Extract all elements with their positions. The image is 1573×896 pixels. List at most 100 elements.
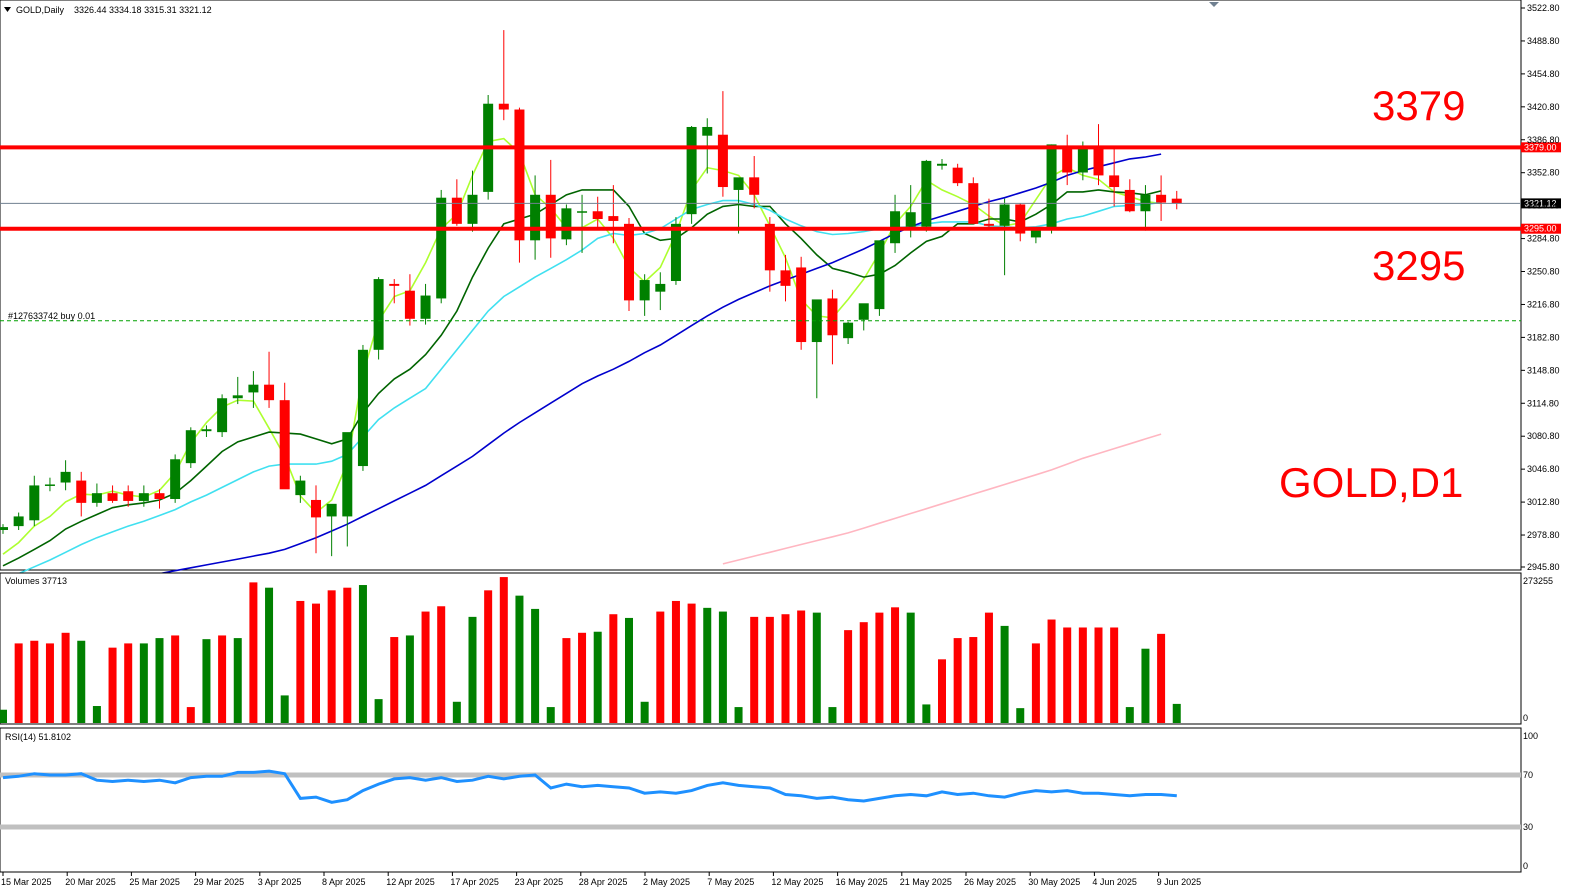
candle-body: [1093, 148, 1104, 176]
volume-bar: [1125, 707, 1134, 723]
volume-bar: [296, 600, 305, 723]
candle-body: [827, 298, 838, 336]
candle-body: [624, 223, 634, 301]
price-tick-label: 2978.80: [1527, 530, 1560, 540]
candle-body: [545, 194, 556, 239]
volume-bar: [61, 632, 70, 723]
candle-body: [843, 322, 854, 339]
candle-body: [342, 432, 353, 517]
volume-bar: [531, 608, 540, 723]
support-annotation: 3295: [1372, 242, 1465, 289]
candle-body: [107, 493, 118, 501]
candle-body: [1046, 144, 1057, 228]
volume-panel[interactable]: [0, 572, 1522, 725]
price-tick-label: 3386.80: [1527, 135, 1560, 145]
candle-body: [91, 493, 102, 503]
rsi-line-group: [2, 769, 1177, 804]
candle-body: [326, 503, 337, 517]
title-triangle-icon: [4, 7, 11, 12]
candle-body: [29, 485, 40, 521]
rsi-panel[interactable]: [0, 727, 1522, 873]
candle-body: [1015, 204, 1026, 234]
candle-body: [874, 240, 885, 310]
volume-bar: [687, 603, 696, 723]
candle-body: [905, 212, 916, 227]
candle-body: [1124, 189, 1135, 212]
volume-bar: [969, 637, 978, 723]
volume-tick-label: 0: [1523, 713, 1528, 723]
volume-bar: [546, 707, 555, 723]
candle-body: [514, 109, 525, 241]
volume-bar: [358, 585, 367, 723]
volume-bar: [374, 699, 383, 723]
candle-body: [702, 126, 713, 136]
candle-body: [389, 283, 400, 286]
volume-bar: [280, 695, 289, 723]
candle-body: [983, 223, 994, 226]
candle-body: [937, 163, 947, 166]
volume-axis: 273255 0: [1523, 576, 1553, 723]
volume-bar: [625, 617, 633, 723]
volume-bar: [953, 638, 962, 723]
volume-bar: [390, 637, 399, 723]
candle-body: [1156, 194, 1167, 203]
candle-body: [170, 459, 181, 499]
candle-body: [1077, 148, 1088, 173]
volume-bar: [1172, 703, 1181, 723]
volume-bar: [343, 587, 352, 723]
candle-body: [1062, 146, 1073, 173]
time-tick-label: 12 Apr 2025: [386, 877, 435, 887]
candle-body: [952, 167, 963, 184]
volume-bar: [452, 701, 461, 723]
price-tick-label: 3420.80: [1527, 102, 1560, 112]
rsi-line: [2, 769, 1177, 804]
candle-body: [467, 194, 478, 224]
volume-bar: [671, 600, 680, 723]
order-label: #127633742 buy 0.01: [8, 311, 95, 321]
time-tick-label: 15 Mar 2025: [1, 877, 52, 887]
candle-body: [217, 398, 228, 433]
volume-bar: [797, 610, 806, 723]
price-tick-label: 3488.80: [1527, 36, 1560, 46]
current-price-tag: [1521, 198, 1561, 209]
price-tick-label: 3352.80: [1527, 168, 1560, 178]
time-tick-label: 8 Apr 2025: [322, 877, 366, 887]
price-tick-label: 3522.80: [1527, 3, 1560, 13]
candle-body: [530, 194, 541, 241]
price-tick-label: 3250.80: [1527, 267, 1560, 277]
volume-bar: [265, 587, 274, 723]
candle-body: [232, 395, 243, 399]
candle-body: [561, 208, 572, 240]
volume-bar: [562, 638, 571, 723]
volume-bar: [984, 612, 993, 723]
volume-bar: [828, 707, 837, 723]
candle-body: [60, 471, 71, 483]
time-tick-label: 7 May 2025: [707, 877, 754, 887]
volume-bars-group: [0, 577, 1181, 723]
volume-bar: [1047, 619, 1056, 723]
candle-body: [185, 430, 196, 464]
rsi-axis: 100 70 30 0: [1523, 731, 1538, 871]
candle-body: [1030, 228, 1041, 238]
volume-bar: [734, 707, 743, 723]
candle-body: [999, 204, 1010, 226]
time-tick-label: 25 Mar 2025: [129, 877, 180, 887]
price-tick-label: 3284.80: [1527, 234, 1560, 244]
price-tick-label: 3182.80: [1527, 332, 1560, 342]
volume-bar: [875, 612, 884, 723]
price-panel[interactable]: [0, 0, 1522, 571]
candle-body: [608, 216, 619, 221]
price-tick-label: 3148.80: [1527, 365, 1560, 375]
level-tag: [1521, 142, 1561, 153]
volume-bar: [578, 632, 587, 723]
time-tick-label: 20 Mar 2025: [65, 877, 116, 887]
moving-average-line: [2, 153, 1162, 605]
volume-bar: [218, 635, 227, 723]
volume-bar: [312, 603, 320, 723]
candles-group: [0, 30, 1182, 557]
scroll-marker-icon[interactable]: [1209, 2, 1219, 7]
volume-bar: [515, 595, 524, 723]
volume-bar: [938, 659, 946, 723]
volume-bar: [1063, 627, 1072, 723]
level-tag: [1521, 223, 1561, 234]
